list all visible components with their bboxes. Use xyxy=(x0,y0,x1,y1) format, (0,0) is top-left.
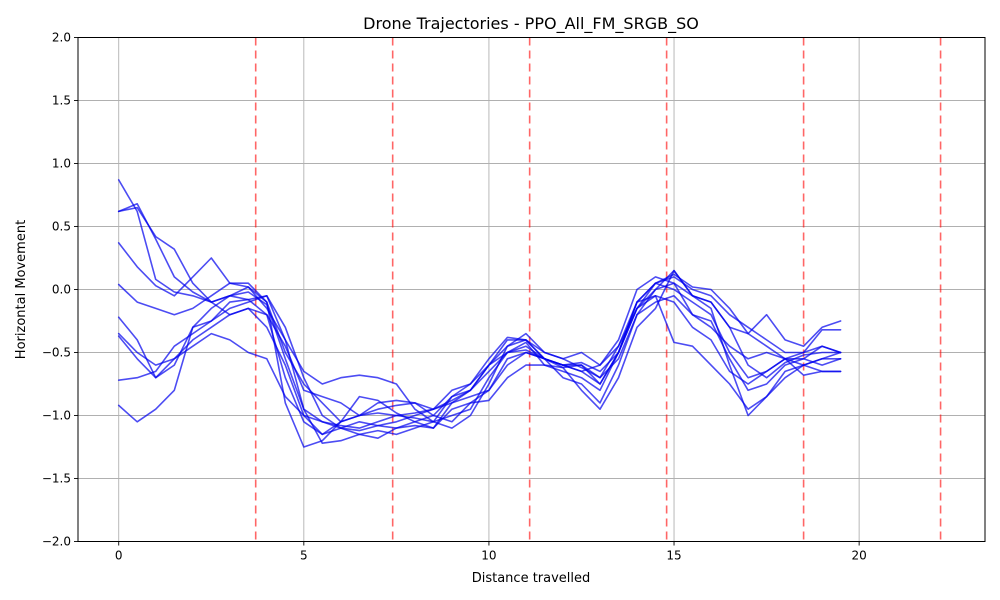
x-axis-ticks: 0 5 10 15 20 xyxy=(115,541,867,563)
x-tick-label: 5 xyxy=(300,549,308,563)
x-tick-label: 15 xyxy=(666,549,681,563)
y-tick-label: −1.5 xyxy=(42,472,71,486)
trajectory-line xyxy=(117,276,842,429)
y-tick-label: −0.5 xyxy=(42,346,71,360)
x-axis-label: Distance travelled xyxy=(472,571,591,586)
y-tick-label: 0.0 xyxy=(52,283,71,297)
y-tick-label: 0.5 xyxy=(52,220,71,234)
x-tick-label: 20 xyxy=(851,549,866,563)
y-axis-ticks: −2.0 −1.5 −1.0 −0.5 0.0 0.5 1.0 1.5 2.0 xyxy=(42,31,78,549)
y-tick-label: −2.0 xyxy=(42,535,71,549)
y-tick-label: 1.5 xyxy=(52,94,71,108)
trajectory-line xyxy=(117,242,842,423)
trajectory-line xyxy=(117,294,842,445)
chart-title: Drone Trajectories - PPO_All_FM_SRGB_SO xyxy=(363,14,699,34)
x-tick-label: 10 xyxy=(481,549,496,563)
y-tick-label: −1.0 xyxy=(42,409,71,423)
trajectory-line xyxy=(117,206,842,436)
y-axis-label: Horizontal Movement xyxy=(14,220,29,359)
trajectory-line xyxy=(117,286,842,448)
y-tick-label: 2.0 xyxy=(52,31,71,45)
trajectory-line xyxy=(117,282,842,423)
red-marker-lines xyxy=(254,37,942,542)
trajectory-series xyxy=(117,179,842,448)
x-tick-label: 0 xyxy=(115,549,123,563)
y-tick-label: 1.0 xyxy=(52,157,71,171)
